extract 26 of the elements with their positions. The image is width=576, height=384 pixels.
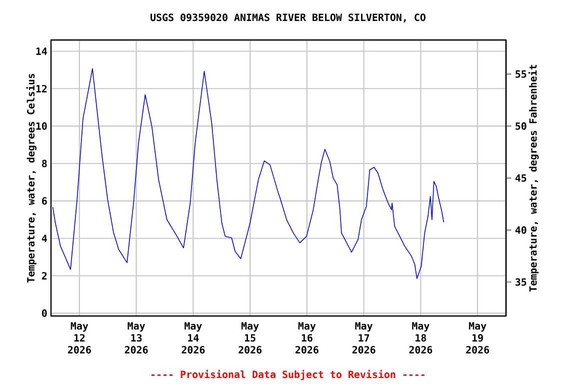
y2-tick-label: 35 xyxy=(516,278,526,286)
x-tick-label: May 12 2026 xyxy=(68,322,91,354)
y2-tick-label: 45 xyxy=(515,174,526,182)
y-tick-label: 6 xyxy=(42,197,47,205)
y-tick-label: 4 xyxy=(42,234,47,242)
y2-tick-label: 50 xyxy=(516,122,526,130)
text: ---- Provisional Data Subject to Revision ---- xyxy=(152,370,424,380)
y-tick-label: 0 xyxy=(42,309,47,317)
x-tick-label: May 18 2026 xyxy=(409,322,432,354)
y2-axis-title: Temperature, water, degrees Fahrenheit xyxy=(528,64,539,292)
x-tick-label: May 13 2026 xyxy=(124,322,148,354)
y-tick-label: 8 xyxy=(42,160,47,168)
chart-title: USGS 09359020 ANIMAS RIVER BELOW SILVERTON, CO xyxy=(150,14,426,22)
x-tick-label: May 14 2026 xyxy=(182,322,205,354)
x-tick-label: May 16 2026 xyxy=(296,322,318,354)
y-axis-title: Temperature, water, degrees Celsius xyxy=(26,74,36,283)
x-tick-label: May 19 2026 xyxy=(466,322,490,354)
x-tick-label: May 15 2026 xyxy=(238,322,262,354)
y-tick-label: 2 xyxy=(42,272,47,280)
line-series xyxy=(52,68,444,279)
y2-tick-label: 40 xyxy=(515,226,526,234)
y-tick-label: 14 xyxy=(36,48,47,55)
x-tick-label: May 17 2026 xyxy=(352,322,376,354)
y2-tick-label: 55 xyxy=(516,70,526,78)
y-tick-label: 12 xyxy=(36,84,47,92)
y-tick-label: 10 xyxy=(36,122,47,130)
